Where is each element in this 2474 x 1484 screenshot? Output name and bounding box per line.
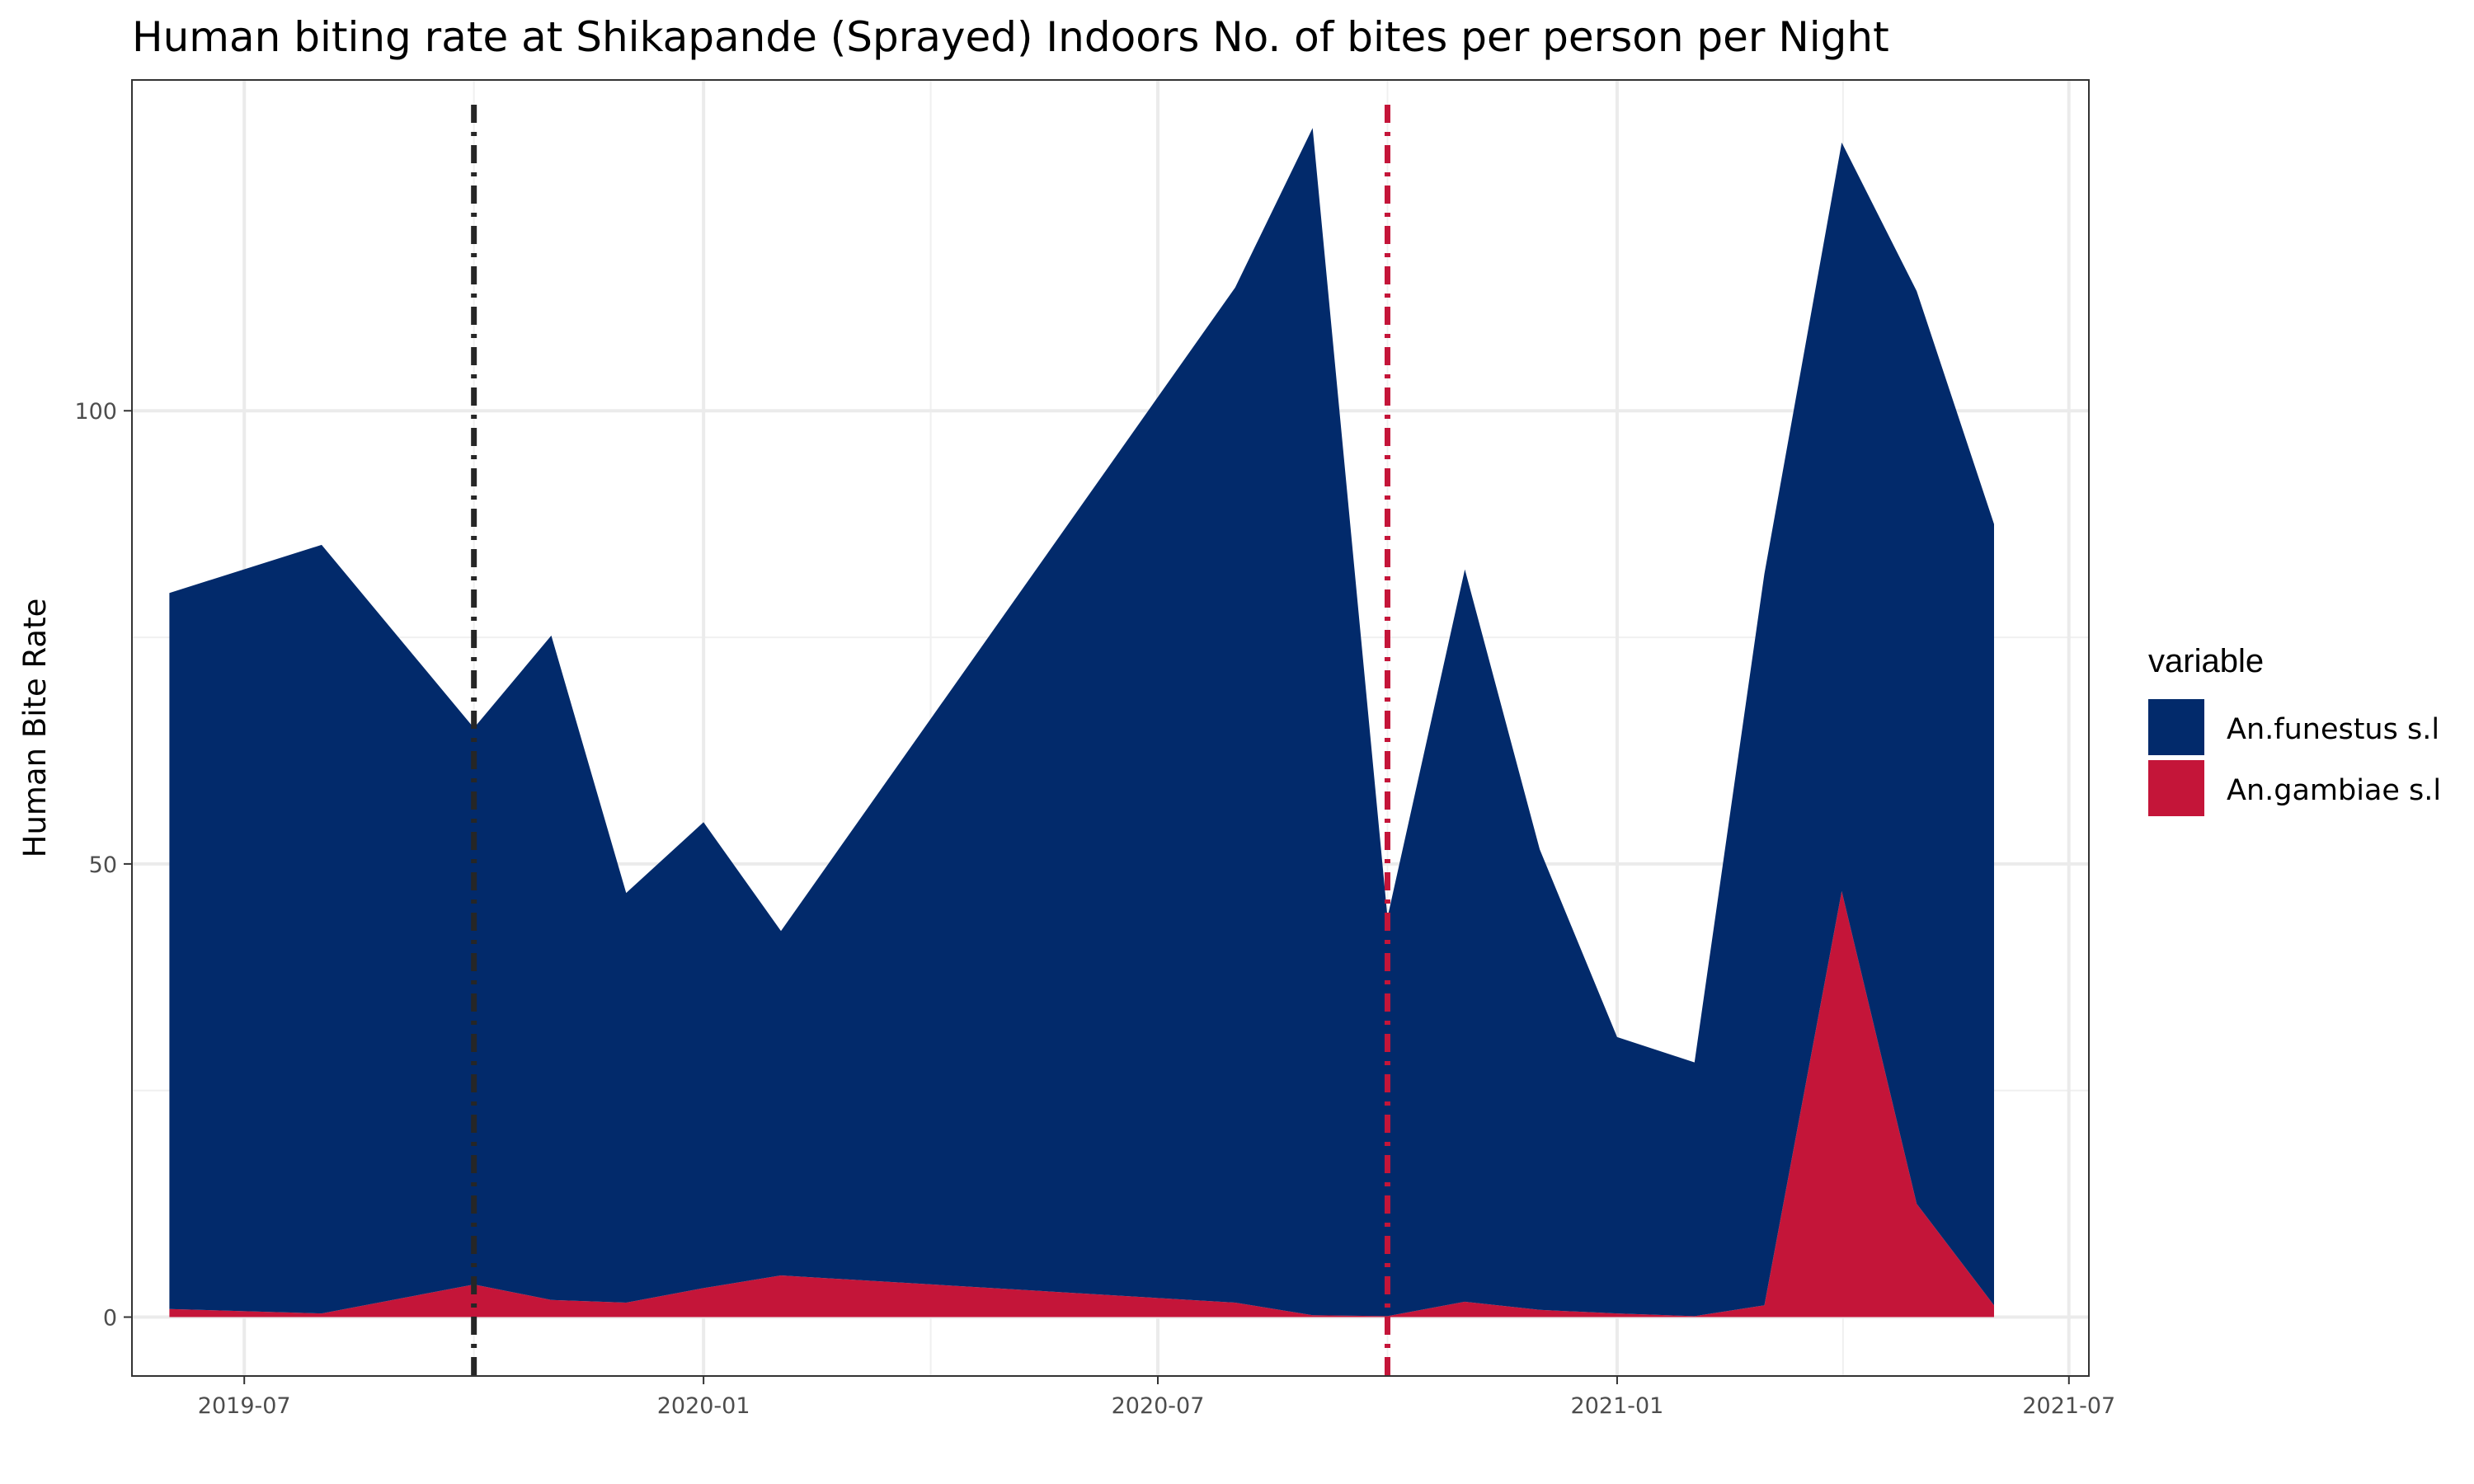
data-point-an-funestus-s-l	[1539, 848, 1540, 850]
x-tick-labels: 2019-07 2020-01 2020-07 2021-01 2021-07	[198, 1393, 2115, 1419]
chart-title: Human biting rate at Shikapande (Sprayed…	[132, 13, 1889, 61]
data-point-an-funestus-s-l	[1694, 1062, 1696, 1064]
legend-title: variable	[2148, 643, 2264, 679]
y-tick-label: 0	[103, 1306, 117, 1331]
data-point-an-funestus-s-l	[551, 635, 553, 636]
data-point-an-funestus-s-l	[321, 544, 322, 546]
y-axis-title: Human Bite Rate	[17, 599, 53, 858]
legend: variable An.funestus s.l An.gambiae s.l	[2148, 643, 2441, 816]
x-tick-label: 2020-01	[657, 1393, 750, 1419]
data-point-an-funestus-s-l	[1464, 569, 1465, 571]
data-point-an-funestus-s-l	[1841, 142, 1842, 143]
legend-key-an-funestus	[2148, 699, 2204, 755]
legend-label-an-gambiae: An.gambiae s.l	[2227, 774, 2441, 807]
data-point-an-funestus-s-l	[1916, 290, 1917, 292]
data-point-an-funestus-s-l	[1764, 573, 1766, 575]
data-point-an-funestus-s-l	[703, 821, 704, 823]
x-tick-label: 2019-07	[198, 1393, 291, 1419]
data-point-an-funestus-s-l	[1993, 524, 1995, 525]
reference-lines	[471, 105, 1390, 1378]
y-tick-label: 100	[74, 399, 117, 425]
data-point-an-funestus-s-l	[625, 892, 627, 894]
data-point-an-funestus-s-l	[1312, 127, 1314, 129]
stacked-areas	[168, 127, 1995, 1317]
area-an-gambiae-s-l	[169, 890, 1995, 1317]
y-tick-label: 50	[89, 852, 117, 878]
x-tick-label: 2021-01	[1571, 1393, 1664, 1419]
data-point-an-funestus-s-l	[780, 930, 782, 932]
area-an-funestus-s-l	[169, 128, 1995, 1317]
y-tick-labels: 0 50 100	[74, 399, 117, 1331]
x-tick-label: 2020-07	[1112, 1393, 1205, 1419]
x-tick-label: 2021-07	[2022, 1393, 2115, 1419]
data-point-an-funestus-s-l	[1235, 287, 1236, 289]
data-point-an-funestus-s-l	[168, 592, 170, 594]
plot-border	[131, 79, 2090, 1377]
axis-ticks	[124, 410, 2070, 1384]
legend-label-an-funestus: An.funestus s.l	[2227, 713, 2439, 746]
data-point-an-funestus-s-l	[1616, 1036, 1618, 1038]
legend-key-an-gambiae	[2148, 760, 2204, 816]
